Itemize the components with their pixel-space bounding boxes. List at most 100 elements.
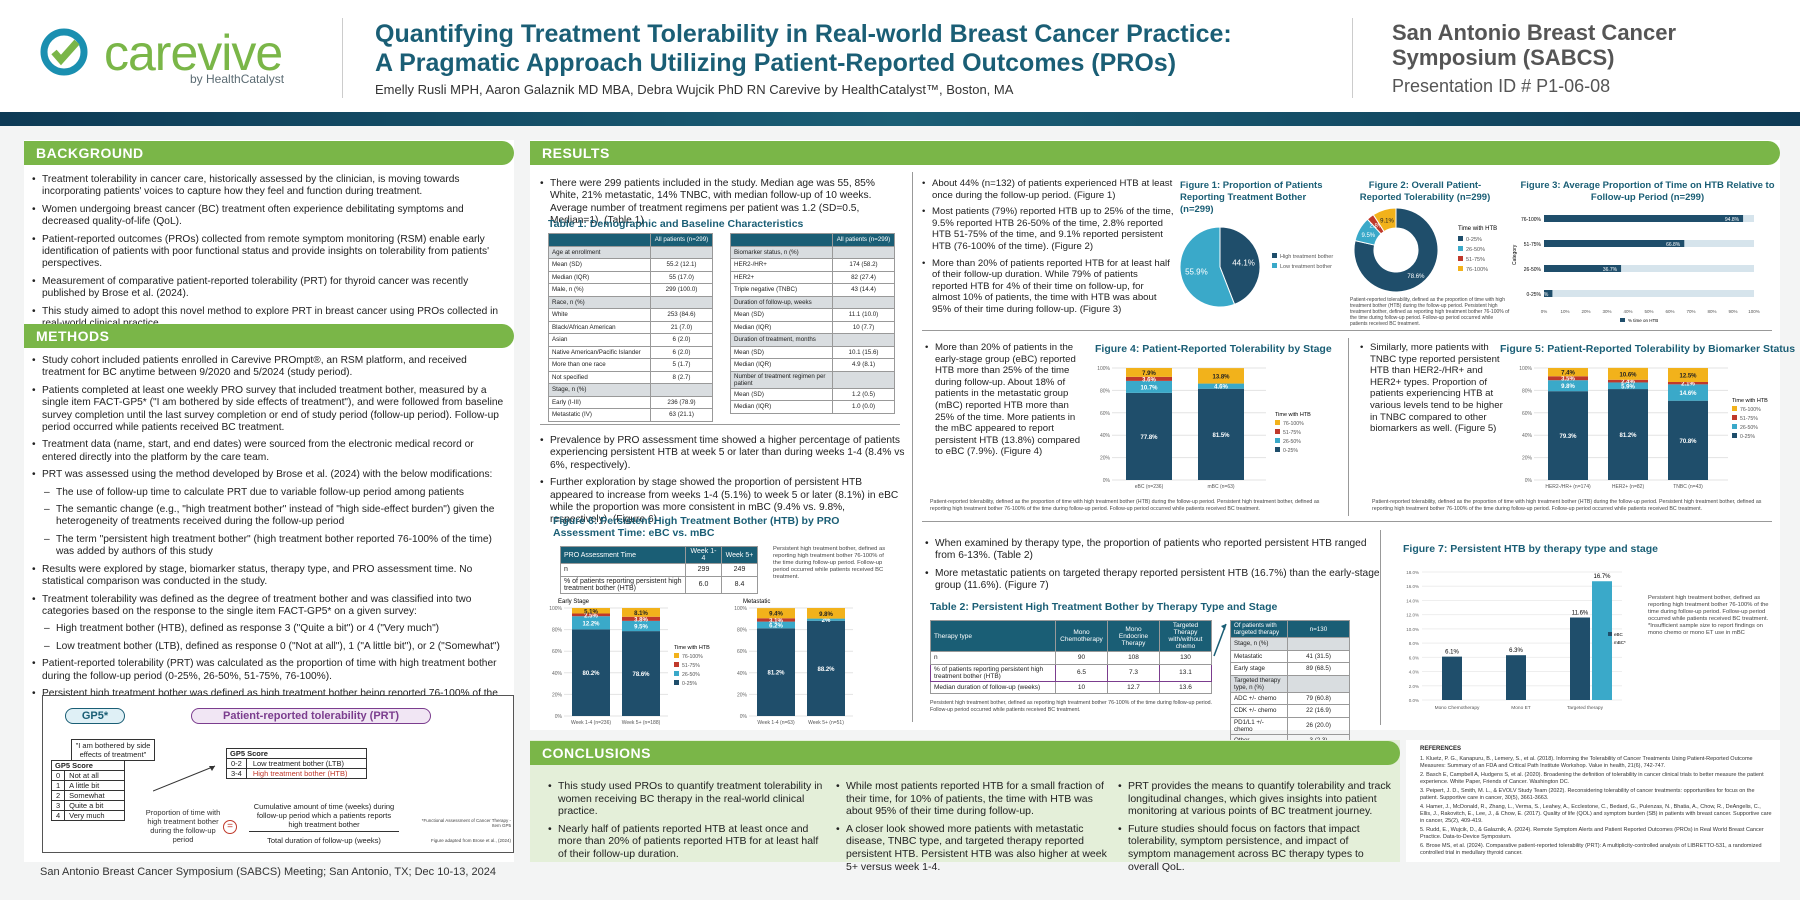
figure2-title: Figure 2: Overall Patient-Reported Toler… [1359,180,1491,203]
figure2-note: Patient-reported tolerability, defined a… [1350,297,1510,327]
x-tick: HER2+ (n=82) [1612,484,1645,490]
table-cell: Median (IQR) [730,320,833,334]
table-cell: Mono Chemotherapy [1055,620,1108,652]
prt-diagram: GP5* Patient-reported tolerability (PRT)… [42,695,514,853]
x-tick: Week 1-4 (n=63) [757,720,795,726]
table-cell: 11.1 (10.0) [832,308,895,322]
table-cell: 236 (78.9) [650,395,713,409]
bar-segment-0-25% [757,628,795,716]
gp5-score-header: GP5 Score [226,748,367,759]
x-tick: 70% [1686,309,1695,314]
table-cell: 89 (68.5) [1287,662,1350,676]
table-cell: 6 (2.0) [650,333,713,347]
legend-title: Time with HTB [1732,398,1768,404]
table-row: n 299 249 [560,563,758,577]
bullet-item: Patients completed at least one weekly P… [32,385,504,435]
y-tick: 100% [549,606,562,612]
title-line-2: A Pragmatic Approach Utilizing Patient-R… [375,49,1177,77]
pie-slice-76-100% [1372,207,1397,233]
data-label: 16.7% [1593,574,1611,580]
figure7-bar-chart: 0.0% 2.0% 4.0% 6.0% 8.0% 10.0% 12.0% 14.0% 16.0%… [1406,570,1626,711]
table-row: Not specified 8 (2.7) [548,370,713,384]
table-cell: HER2+ [730,270,833,284]
figure4-bullet: More than 20% of patients in the early-s… [925,342,1087,458]
legend-title: Time with HTB [1275,412,1311,418]
y-tick: 40% [552,671,563,677]
table-row: PD1/L1 +/- chemo 26 (20.0) [1230,716,1350,735]
conclusions-col1: This study used PROs to quantify treatme… [548,780,823,866]
bullet-item: More metastatic patients on targeted the… [925,568,1385,593]
divider [1348,338,1349,516]
y-tick: 8.0% [1409,641,1419,646]
reference-item: 2. Basch E, Campbell A, Hudgens S, et al… [1420,772,1764,785]
figure1-title: Figure 1: Proportion of Patients Reporti… [1180,180,1323,215]
table-cell: White [548,308,651,322]
legend-swatch [674,662,679,667]
legend-swatch [1272,253,1277,258]
table2-targeted: Of patients with targeted therapy n=130 St… [1230,620,1350,747]
table-cell: Metastatic [1230,649,1288,663]
table-cell: n [560,563,686,577]
data-label: 78.6% [632,672,650,678]
table-cell: Number of treatment regimen per patient [730,370,833,389]
table-row: Biomarker status, n (%) [730,245,895,259]
data-label: 11.6% [1572,611,1589,617]
x-tick: 20% [1581,309,1590,314]
logo-word: carevive [104,25,283,81]
data-label: 2.5% [584,613,598,619]
table-row: Of patients with targeted therapy n=130 [1230,620,1350,638]
table-cell: 6 (2.0) [650,345,713,359]
y-tick: 6.0% [1409,655,1419,660]
tick-label: 76-100% [1521,217,1542,223]
table-row: Triple negative (TNBC) 43 (14.4) [730,283,895,297]
y-tick: 20% [552,692,563,698]
legend-label: 26-50% [682,672,700,678]
y-tick: 12.0% [1406,613,1419,618]
bullet-item: The semantic change (e.g., "high treatme… [32,504,504,529]
table-row: All patients (n=299) [548,233,713,247]
data-label: 66.8% [1666,242,1681,248]
table-cell: PRO Assessment Time [560,546,686,564]
background-header: BACKGROUND [24,141,514,165]
data-label: 81.5% [1212,433,1230,439]
bar [1544,265,1622,272]
y-tick: 60% [1522,411,1533,417]
gp5-score-row: 2 Somewhat [50,790,126,801]
table-row: Race, n (%) [548,295,713,309]
arrow-icon [153,765,216,792]
legend-swatch [1458,246,1463,251]
data-label: 80.2% [582,671,600,677]
reference-item: 3. Peipert, J. D., Smith, M. L., & EVOLV… [1420,788,1755,801]
legend-label: 0-25% [1740,434,1755,440]
gp5-cell: 4 [50,810,66,821]
table-cell: % of patients reporting persistent high … [560,575,686,594]
gp5-cell: 0 [50,770,66,781]
legend-label: % time on HTB [1628,318,1658,323]
x-tick: 90% [1728,309,1737,314]
conclusions-col3: PRT provides the means to quantify toler… [1118,780,1393,878]
figure5-note: Patient-reported tolerability, defined a… [1372,499,1762,512]
results-header: RESULTS [530,141,1780,165]
data-label: 81.2% [767,671,785,677]
gp5-score-row: 4 Very much [50,810,126,821]
bullet-item: Treatment tolerability in cancer care, h… [32,174,504,199]
bar-segment-76-100% [1668,368,1708,382]
y-tick: 80% [1100,388,1111,394]
slice-label: 9.1% [1380,218,1394,224]
divider [1380,530,1381,725]
bullet-item: PRT was assessed using the method develo… [32,469,504,482]
table-row: Duration of treatment, months [730,333,895,347]
figure4-text: More than 20% of patients in the early-s… [925,342,1087,463]
table-cell: n=130 [1287,620,1350,638]
table-row: % of patients reporting persistent high … [930,663,1212,682]
y-tick: 20% [1100,456,1111,462]
table-row: Mean (SD) 11.1 (10.0) [730,308,895,322]
legend-label: 51-75% [1283,430,1301,436]
table-cell: % of patients reporting persistent high … [930,663,1056,682]
legend-label: eBC [1614,632,1624,637]
conclusion-item: While most patients reported HTB for a s… [836,780,1111,818]
figure3-bar-chart: Category 76-100% 94.8% 51-75% 66.8% 26-50% 36.… [1512,215,1760,323]
table-cell: 13.1 [1159,663,1212,682]
figure5-stacked-bar: 0% 20% 40% 60% 80% 100% 79.3% 9.8%3.5%7.4% HER2-… [1519,366,1768,490]
figure6-early-chart: 0% 20% 40% 60% 80% 100% 80.2% 12.2% 2.5%5.1% Week… [549,599,710,726]
